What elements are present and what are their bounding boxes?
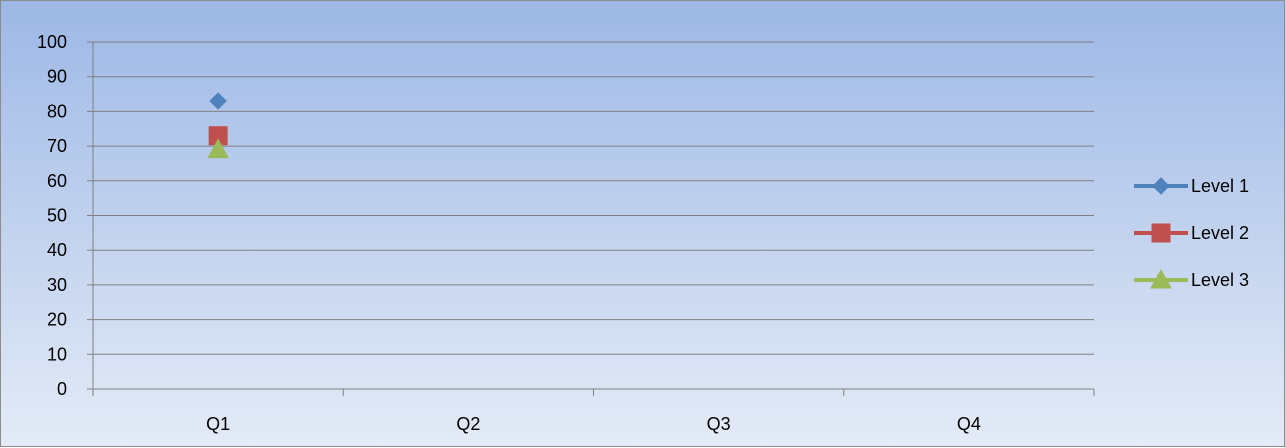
y-tick-label: 60: [47, 171, 67, 191]
y-tick-label: 40: [47, 240, 67, 260]
x-tick-label: Q4: [957, 414, 981, 434]
x-tick-label: Q2: [456, 414, 480, 434]
data-point: [207, 138, 229, 159]
y-tick-label: 90: [47, 67, 67, 87]
y-tick-label: 70: [47, 136, 67, 156]
series-1: [209, 92, 227, 110]
y-tick-label: 100: [37, 32, 67, 52]
x-tick-label: Q3: [707, 414, 731, 434]
legend-marker: [1150, 268, 1172, 289]
legend-item-3: Level 3: [1134, 268, 1249, 290]
legend-label: Level 3: [1191, 270, 1249, 290]
y-tick-label: 0: [57, 379, 67, 399]
y-tick-label: 10: [47, 344, 67, 364]
y-tick-label: 80: [47, 101, 67, 121]
legend-label: Level 2: [1191, 223, 1249, 243]
x-tick-label: Q1: [206, 414, 230, 434]
legend-marker: [1152, 177, 1170, 195]
y-tick-label: 30: [47, 275, 67, 295]
legend-marker: [1151, 223, 1171, 243]
gridlines: [93, 41, 1094, 355]
data-point: [209, 92, 227, 110]
y-axis: 0 10 20 30 40 50 60 70 80 90 100: [37, 32, 94, 399]
y-tick-label: 20: [47, 310, 67, 330]
series-3: [207, 138, 229, 159]
x-axis: Q1 Q2 Q3 Q4: [92, 388, 1095, 434]
legend-item-1: Level 1: [1134, 176, 1249, 196]
legend-label: Level 1: [1191, 176, 1249, 196]
series-layer: [207, 92, 229, 159]
y-tick-label: 50: [47, 206, 67, 226]
legend: Level 1 Level 2 Level 3: [1134, 176, 1249, 290]
legend-item-2: Level 2: [1134, 223, 1249, 243]
